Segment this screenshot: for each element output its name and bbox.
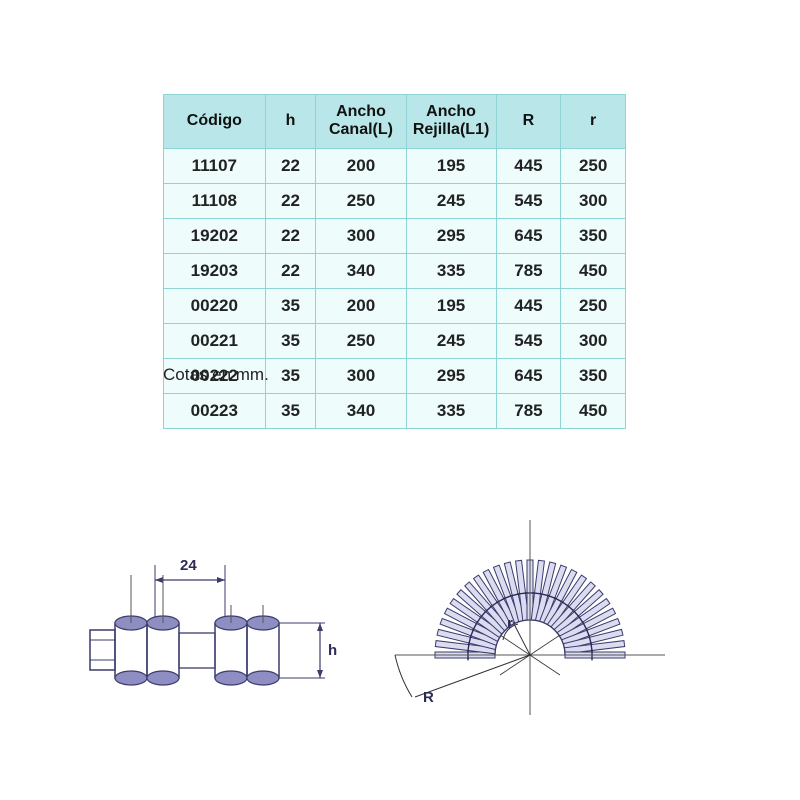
col-header-canal: Ancho Canal(L) xyxy=(316,95,406,149)
R-arc-marker xyxy=(395,655,412,697)
table-row: 11107 22 200 195 445 250 xyxy=(164,148,626,183)
table-row: 19202 22 300 295 645 350 xyxy=(164,218,626,253)
col-header-r: r xyxy=(561,95,626,149)
table-header-row: Código h Ancho Canal(L) Ancho Rejilla(L1… xyxy=(164,95,626,149)
linear-cross-section-diagram: 24 xyxy=(75,545,365,725)
table-row: 00220 35 200 195 445 250 xyxy=(164,288,626,323)
col-header-codigo: Código xyxy=(164,95,266,149)
r-radius-line xyxy=(513,622,530,655)
col-header-rejilla: Ancho Rejilla(L1) xyxy=(406,95,496,149)
table-row: 00223 35 340 335 785 450 xyxy=(164,393,626,428)
document-page: Código h Ancho Canal(L) Ancho Rejilla(L1… xyxy=(0,0,800,800)
table-body: 11107 22 200 195 445 250 11108 22 250 24… xyxy=(164,148,626,428)
bar-segments xyxy=(115,575,279,685)
table-row: 19203 22 340 335 785 450 xyxy=(164,253,626,288)
col-header-h: h xyxy=(265,95,316,149)
table-row: 00221 35 250 245 545 300 xyxy=(164,323,626,358)
height-label-h: h xyxy=(328,642,337,659)
fan-radial-diagram: r R xyxy=(385,500,675,720)
inner-radius-label-r: r xyxy=(507,615,513,632)
table-row: 11108 22 250 245 545 300 xyxy=(164,183,626,218)
units-note: Cotas en mm. xyxy=(163,365,269,385)
width-label-24: 24 xyxy=(180,557,197,574)
col-header-R: R xyxy=(496,95,561,149)
outer-radius-label-R: R xyxy=(423,689,434,706)
arrow-left xyxy=(155,577,163,583)
end-cap-shape xyxy=(90,630,115,670)
arrow-right xyxy=(217,577,225,583)
